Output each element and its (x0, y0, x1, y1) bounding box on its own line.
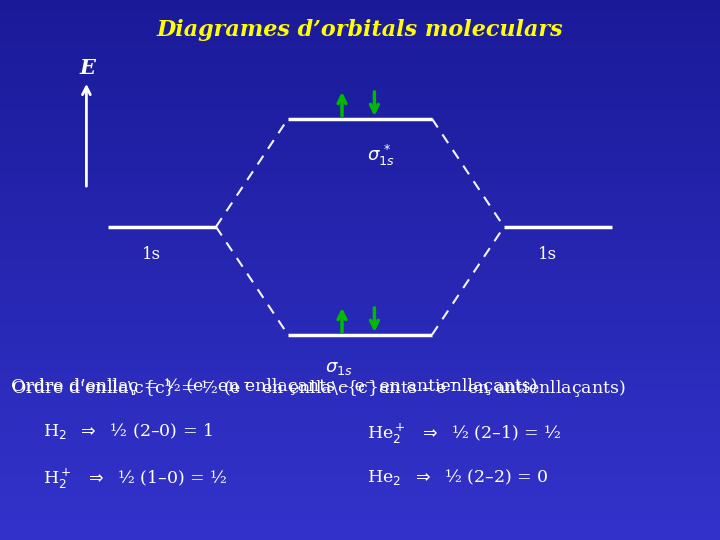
Text: Diagrames d’orbitals moleculars: Diagrames d’orbitals moleculars (157, 19, 563, 41)
Text: H$_2$  $\Rightarrow$  ½ (2–0) = 1: H$_2$ $\Rightarrow$ ½ (2–0) = 1 (43, 421, 213, 441)
Text: $\sigma_{1s}^{\,*}$: $\sigma_{1s}^{\,*}$ (367, 143, 395, 168)
Text: H$_2^+$  $\Rightarrow$  ½ (1–0) = ½: H$_2^+$ $\Rightarrow$ ½ (1–0) = ½ (43, 467, 228, 491)
Text: Ordre d'enlla\c{c} = ½ (e$^-$ en enlla\c{c}ants – e$^-$ en antienllaçants): Ordre d'enlla\c{c} = ½ (e$^-$ en enlla\c… (11, 378, 626, 399)
Text: Ordre d’enllaç = ½ (e⁻ en enllaçants – e⁻ en antienllaçants): Ordre d’enllaç = ½ (e⁻ en enllaçants – e… (11, 378, 537, 395)
Text: E: E (79, 58, 95, 78)
Text: He$_2^+$  $\Rightarrow$  ½ (2–1) = ½: He$_2^+$ $\Rightarrow$ ½ (2–1) = ½ (367, 421, 562, 445)
Text: $\sigma_{1s}$: $\sigma_{1s}$ (325, 359, 352, 377)
Text: He$_2$  $\Rightarrow$  ½ (2–2) = 0: He$_2$ $\Rightarrow$ ½ (2–2) = 0 (367, 467, 549, 487)
Text: 1s: 1s (538, 246, 557, 262)
Text: 1s: 1s (142, 246, 161, 262)
